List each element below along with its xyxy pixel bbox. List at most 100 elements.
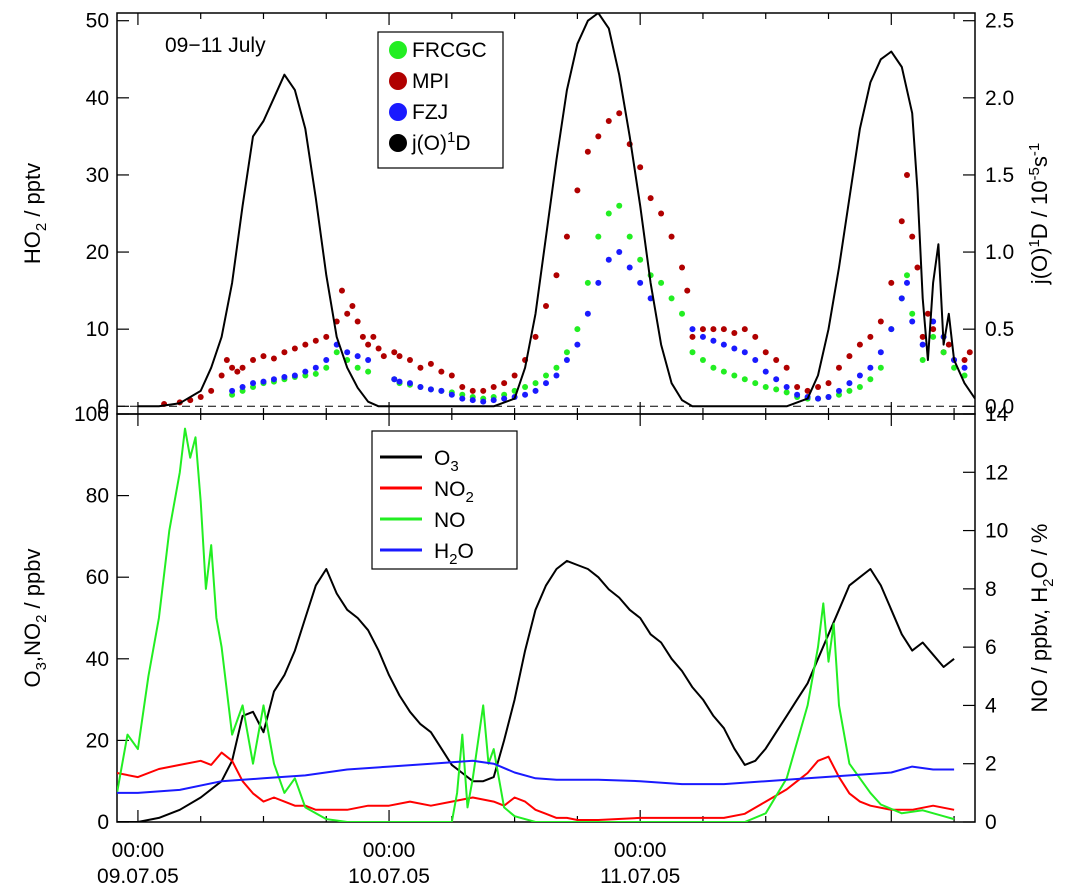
data-point	[511, 372, 518, 379]
data-point	[417, 384, 424, 391]
data-point	[391, 376, 398, 383]
legend-label-part: 2	[466, 489, 474, 506]
data-point	[595, 279, 602, 286]
data-point	[459, 395, 466, 402]
data-point	[752, 333, 759, 340]
data-point	[490, 397, 497, 404]
data-point	[438, 368, 445, 375]
data-point	[448, 372, 455, 379]
data-point	[930, 333, 937, 340]
y-left-label-text-part: / ppbv	[20, 549, 45, 615]
data-point	[223, 357, 230, 364]
data-point	[406, 357, 413, 364]
y-right-tick-label: 2	[985, 753, 997, 776]
data-point	[532, 333, 539, 340]
data-point	[396, 353, 403, 360]
data-point	[835, 387, 842, 394]
data-point	[616, 202, 623, 209]
data-point	[344, 349, 351, 356]
y-right-label-text-part: O / %	[1027, 524, 1052, 579]
data-point	[229, 387, 236, 394]
y-left-label-text-part: HO	[20, 231, 45, 264]
data-point	[260, 353, 267, 360]
data-point	[909, 310, 916, 317]
data-point	[543, 372, 549, 379]
legend-label-part: D	[455, 132, 470, 155]
data-point	[856, 341, 863, 348]
data-point	[825, 380, 832, 387]
data-point	[867, 333, 874, 340]
data-point	[218, 372, 225, 379]
legend-marker	[389, 41, 407, 59]
y-left-label-text-part: 3	[33, 662, 50, 670]
y-left-tick-label: 60	[86, 566, 109, 589]
data-point	[354, 364, 361, 371]
y-right-label-text: j(O)1D / 10-5s-1	[1026, 143, 1052, 285]
data-point	[469, 387, 476, 394]
data-point	[773, 357, 780, 364]
data-point	[522, 391, 529, 398]
data-point	[406, 380, 413, 387]
data-point	[898, 218, 905, 225]
data-point	[637, 256, 644, 263]
legend: FRCGC MPI FZJ j(O)1D	[377, 31, 504, 169]
y-right-tick-label: 0.5	[985, 318, 1014, 341]
y-right-tick-label: 6	[985, 636, 997, 659]
data-point	[338, 287, 345, 294]
data-point	[752, 380, 759, 387]
plot-area	[137, 13, 975, 408]
y-left-tick-label: 50	[86, 10, 109, 33]
data-point	[710, 364, 717, 371]
legend-marker	[389, 134, 407, 152]
data-point	[234, 368, 241, 375]
data-point	[731, 330, 738, 337]
legend-label-part: H	[434, 540, 449, 563]
data-point	[741, 326, 748, 333]
data-point	[605, 210, 612, 217]
y-left-tick-label: 80	[86, 485, 109, 508]
data-point	[239, 364, 246, 371]
data-point	[574, 187, 581, 194]
data-point	[783, 389, 790, 396]
data-point	[919, 341, 926, 348]
data-point	[930, 326, 937, 333]
data-point	[966, 349, 973, 356]
y-right-tick-label: 2.0	[985, 87, 1014, 110]
y-right-label-text: NO / ppbv, H2O / %	[1027, 524, 1057, 713]
data-point	[584, 279, 591, 286]
data-point	[720, 341, 727, 348]
data-point	[354, 318, 361, 325]
data-point	[469, 397, 476, 404]
data-point	[668, 295, 675, 302]
data-point	[197, 394, 204, 401]
data-point	[302, 368, 309, 375]
data-point	[584, 310, 591, 317]
data-point	[312, 370, 319, 377]
data-point	[794, 384, 801, 391]
y-right-tick-label: 1.0	[985, 241, 1014, 264]
data-point	[553, 364, 560, 371]
data-point	[637, 279, 644, 286]
data-point	[961, 364, 968, 371]
series-line	[137, 13, 975, 408]
legend-label: j(O)1D	[411, 129, 471, 155]
data-point	[752, 357, 759, 364]
data-point	[679, 310, 686, 317]
data-point	[501, 395, 508, 402]
data-point	[658, 279, 665, 286]
y-right-label-text-part: -1	[1026, 143, 1043, 156]
y-right-label-text-part: s	[1027, 156, 1052, 167]
data-point	[312, 337, 319, 344]
data-point	[291, 372, 298, 379]
data-point	[888, 326, 895, 333]
y-left-tick-label: 10	[86, 318, 109, 341]
data-point	[815, 384, 822, 391]
data-point	[731, 345, 738, 352]
y-right-tick-label: 1.5	[985, 164, 1014, 187]
data-point	[532, 380, 539, 387]
y-left-tick-label: 100	[74, 403, 109, 426]
data-point	[951, 364, 958, 371]
y-left-tick-label: 20	[86, 241, 109, 264]
data-point	[333, 349, 340, 356]
data-point	[250, 380, 257, 387]
